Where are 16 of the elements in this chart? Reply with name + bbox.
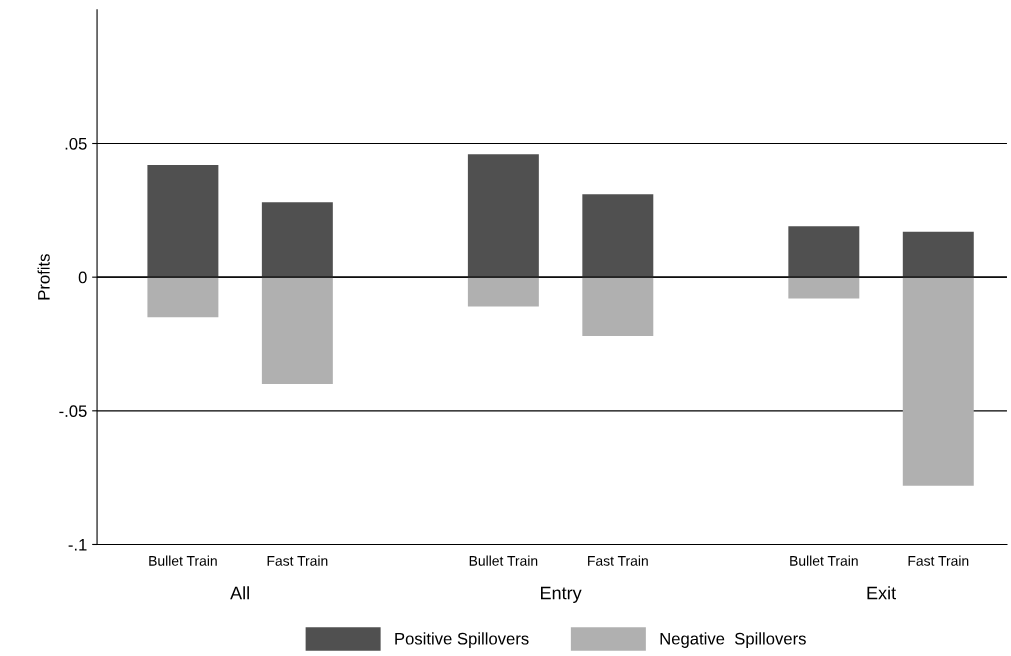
text: All — [230, 586, 249, 600]
legend-label: Negative Spillovers — [660, 632, 806, 648]
x-tick-label: Bullet Train — [149, 555, 217, 566]
x-tick-label: Bullet Train — [469, 555, 538, 566]
x-tick-label: Fast Train — [588, 555, 648, 566]
y-tick-label: -.05 — [59, 405, 87, 418]
x-tick-label: Fast Train — [908, 555, 969, 566]
x-tick-label: Fast Train — [267, 555, 328, 566]
y-axis-title: Profits — [37, 254, 50, 300]
y-tick-label: 0 — [78, 271, 87, 284]
legend-label: Positive Spillovers — [395, 632, 529, 648]
y-tick-label: .05 — [65, 137, 87, 150]
y-tick-label: -.1 — [68, 539, 87, 551]
text: Entry — [541, 586, 582, 603]
x-tick-label: Bullet Train — [790, 555, 858, 566]
text: Exit — [867, 586, 896, 600]
